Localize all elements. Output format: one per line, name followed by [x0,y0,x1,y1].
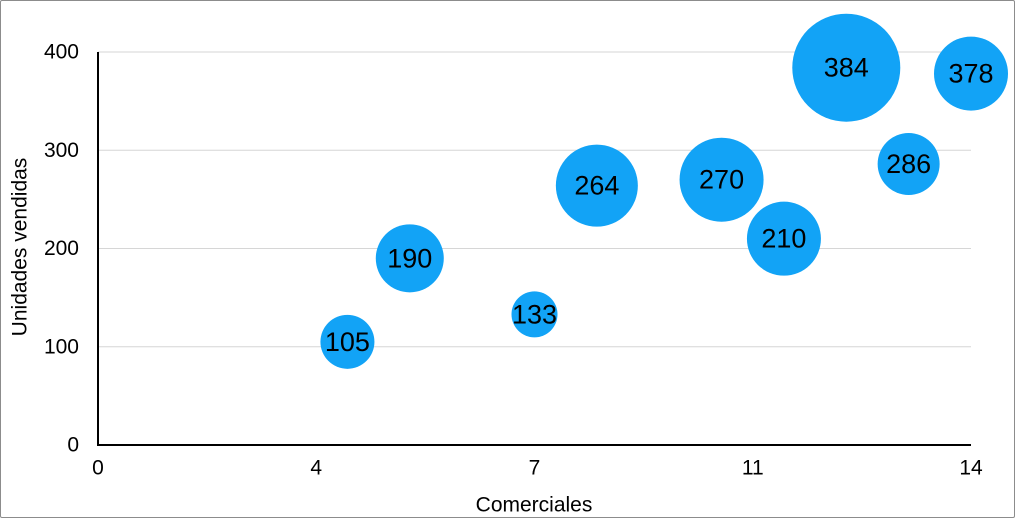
x-tick-label-11: 11 [742,457,764,480]
bubble-label-270: 270 [699,165,744,195]
y-tick-label-0: 0 [67,434,79,457]
x-axis-title: Comerciales [475,493,593,517]
bubble-210 [746,201,821,276]
bubble-label-384: 384 [824,53,869,83]
bubble-378 [934,36,1008,111]
bubble-270 [679,137,764,222]
bubble-264 [555,144,638,227]
bubble-286 [877,133,940,196]
bubble-label-133: 133 [512,299,557,329]
bubble-label-105: 105 [325,327,370,357]
y-axis-title: Unidades vendidas [8,157,32,337]
bubble-label-210: 210 [761,224,806,254]
x-tick-label-4: 4 [310,457,322,480]
y-tick-label-300: 300 [44,139,79,162]
bubble-label-264: 264 [574,171,619,201]
y-tick-label-400: 400 [44,41,79,64]
bubble-105 [320,314,375,369]
x-tick-label-7: 7 [529,457,541,480]
bubble-label-378: 378 [948,59,993,89]
bubble-133 [511,291,558,338]
bubble-label-286: 286 [886,149,931,179]
bubble-384 [792,13,901,122]
y-tick-label-100: 100 [44,335,79,358]
y-tick-label-200: 200 [44,237,79,260]
bubble-label-190: 190 [387,243,432,273]
x-tick-label-0: 0 [92,457,104,480]
bubble-190 [375,224,444,293]
x-tick-label-14: 14 [959,457,983,480]
